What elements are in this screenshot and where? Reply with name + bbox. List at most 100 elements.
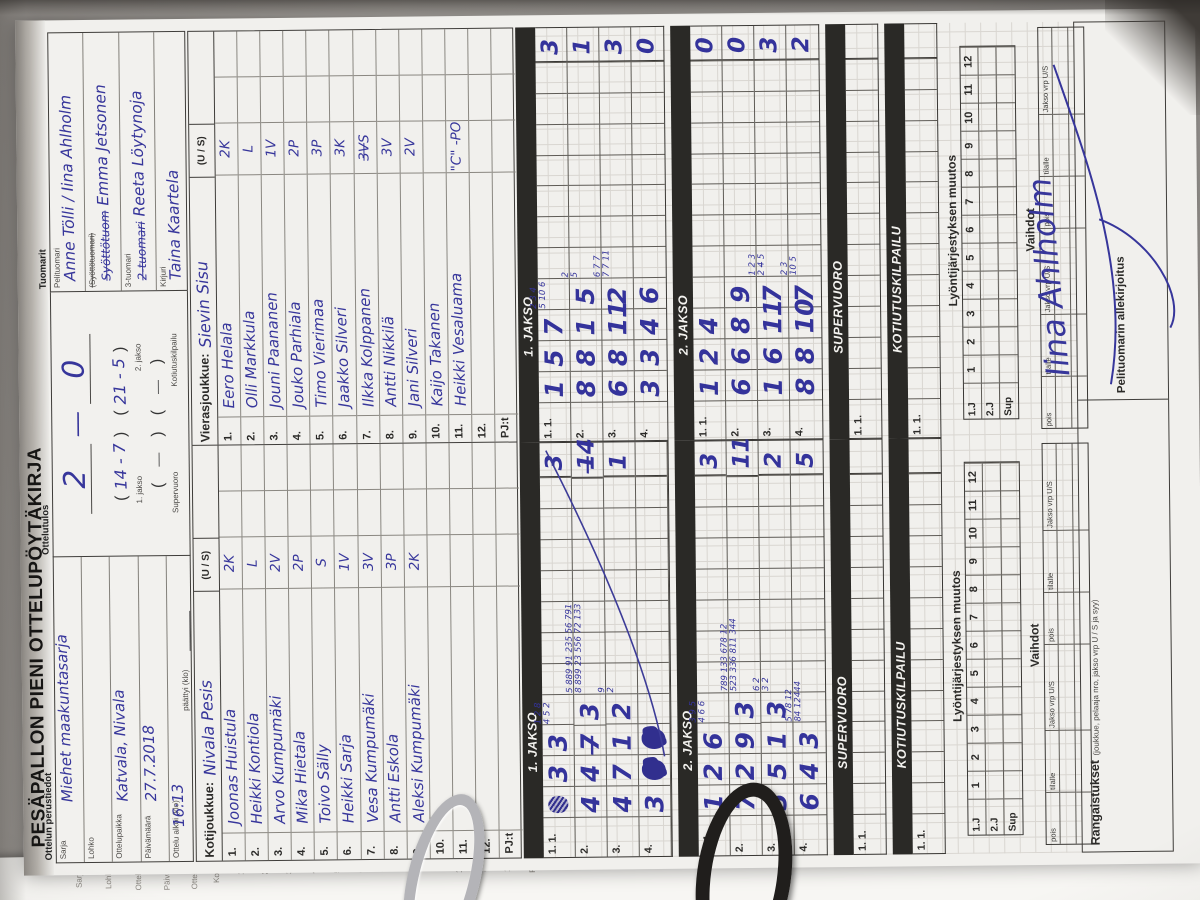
player-position-cell	[422, 121, 446, 174]
grid-cell	[904, 57, 937, 90]
grid-cell: 3	[639, 785, 671, 817]
grid-cell	[535, 61, 567, 93]
empty-cell	[422, 75, 446, 122]
grid-cell	[632, 122, 665, 154]
grid-cell: 2	[693, 338, 725, 370]
grid-row: 1. 1.	[908, 439, 945, 854]
order-change-cell: 8	[961, 159, 979, 188]
row-total: 3	[535, 27, 567, 63]
paren: (	[113, 495, 131, 501]
player-number: 3.	[268, 831, 292, 861]
match-result-header: Ottelutulos	[40, 504, 52, 555]
row-total: 3	[754, 25, 786, 60]
supervuoro-score: —	[149, 452, 166, 467]
grid-cell	[850, 504, 883, 537]
order-change-cell	[996, 46, 1015, 75]
cell-entry: 3	[635, 379, 666, 397]
row-total	[845, 24, 878, 59]
grid-cell: 6	[794, 783, 827, 815]
grid-cell	[788, 213, 821, 245]
player-position: 2V	[267, 554, 285, 573]
grid-cell	[846, 120, 879, 152]
grid-cell	[637, 599, 669, 632]
empty-cell	[353, 75, 376, 123]
runner-notes-line: 2 4̶ 5	[756, 253, 767, 276]
grid-cell: 11	[757, 299, 789, 338]
empty-cell	[214, 31, 237, 78]
grid-cell	[848, 367, 882, 399]
away-roster-table: Vierasjoukkue: Sievin Sisu (U / S) 1. Eero H…	[187, 27, 519, 447]
substitutions-cell	[1058, 591, 1074, 644]
grid-cell	[845, 58, 878, 90]
cell-entry: 4	[576, 795, 606, 814]
player-name-cell	[470, 173, 495, 415]
grid-cell	[636, 538, 668, 570]
grid-row-label: 3.	[603, 400, 635, 442]
order-change-cell	[997, 186, 1017, 215]
player-name-cell: Heikki Vesaluama	[447, 173, 472, 415]
grid-cell: 4	[607, 785, 639, 817]
runner-notes-line: 7 7 11	[601, 249, 612, 278]
order-change-row-label: Sup	[999, 382, 1019, 419]
order-change-cell	[978, 74, 996, 104]
grid-cell	[599, 92, 632, 124]
umpires-header: Tuomarit	[37, 249, 49, 290]
order-change-cell	[985, 714, 1003, 743]
grid-cell	[638, 754, 671, 786]
cell-entry: 2	[607, 702, 637, 721]
cell-entry: 5	[570, 287, 601, 305]
order-change-cell	[980, 214, 998, 244]
grid-cell	[638, 723, 670, 755]
empty-cell	[380, 444, 403, 491]
order-change-cell	[1001, 546, 1020, 575]
grid-cell	[906, 212, 939, 244]
pjt-space	[493, 172, 519, 414]
order-change-cell	[1000, 462, 1020, 491]
grid-cell	[910, 627, 943, 660]
grid-cell	[692, 276, 725, 308]
empty-cell	[496, 534, 521, 588]
order-change-cell	[979, 158, 997, 188]
kotiutuskilpailu-label: Kotiutuskilpailu	[169, 333, 179, 387]
substitutions-title: Vaihdot	[1027, 623, 1042, 668]
grid-row: 1. 1.	[845, 24, 882, 439]
row-total: 3	[599, 27, 631, 62]
grid-cell	[790, 474, 824, 506]
umpire-row: (Syöttötuomari) SyöttötuomEmma Jetsonen	[83, 32, 122, 291]
cell-entry: 5	[762, 762, 793, 781]
player-name-cell: Toivo Sälly	[312, 589, 337, 832]
grid-cell	[603, 476, 636, 508]
cell-entry: 1	[607, 733, 637, 751]
empty-cell	[449, 489, 473, 536]
field-paivamaara: Päivämäärä 27.7.2018	[138, 556, 170, 862]
grid-row-label: 1. 1.	[853, 813, 886, 854]
cell-entry: 10	[790, 298, 820, 334]
player-name: Jouni Paananen	[262, 292, 285, 409]
order-change-cell	[983, 574, 1002, 603]
grid-cell	[636, 507, 668, 539]
row-total-value: 3	[601, 38, 628, 55]
grid-row-label: 1. 1.	[908, 397, 941, 438]
player-number: 5.	[310, 415, 333, 445]
player-position-cell: "C" -PO	[446, 120, 469, 174]
grid-cell: 5	[569, 277, 602, 309]
cell-entry: 1	[758, 377, 789, 396]
row-total-value: 2	[760, 451, 787, 469]
player-position-cell	[473, 535, 497, 588]
penalties-title: Rangaistukset	[1087, 759, 1103, 846]
grid-cell: 7	[788, 275, 822, 307]
empty-cell	[398, 29, 422, 76]
cell-entry: 6	[634, 286, 665, 305]
player-position: 2V	[402, 138, 419, 157]
row-total-value: 1	[605, 453, 632, 470]
player-name-cell: Jaakko Silveri	[331, 174, 356, 416]
grid-cell	[723, 152, 755, 184]
player-name: Toivo Sälly	[313, 743, 335, 824]
grid-cell: 4	[574, 754, 607, 787]
grid-cell: 8	[570, 339, 602, 371]
